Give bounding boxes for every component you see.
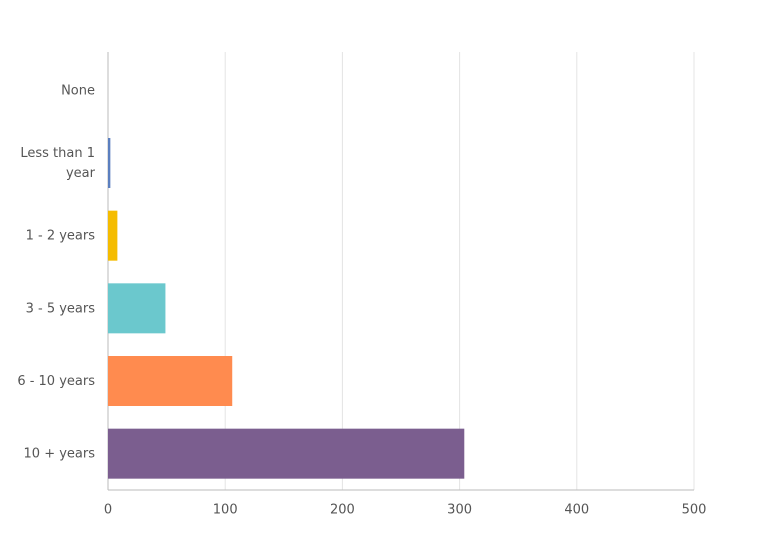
y-tick-label: 1 - 2 years — [26, 228, 96, 243]
label-line: 1 - 2 years — [26, 228, 96, 243]
label-line: 6 - 10 years — [17, 374, 95, 389]
x-tick-label: 400 — [564, 503, 589, 518]
bar — [108, 138, 111, 188]
bar — [108, 283, 166, 334]
label-line: 10 + years — [24, 446, 96, 461]
y-tick-label: 10 + years — [24, 446, 96, 461]
x-tick-label: 300 — [447, 503, 472, 518]
y-tick-label: None — [61, 83, 95, 98]
y-tick-label: Less than 1 year — [20, 146, 95, 181]
y-tick-label: 6 - 10 years — [17, 374, 95, 389]
bar — [108, 356, 233, 406]
x-tick-label: 0 — [104, 503, 112, 518]
x-tick-label: 200 — [330, 503, 355, 518]
bar — [108, 428, 465, 479]
label-line: None — [61, 83, 95, 98]
label-line: Less than 1 — [20, 146, 95, 161]
x-tick-label: 500 — [682, 503, 707, 518]
label-line: year — [66, 166, 96, 181]
bar — [108, 210, 118, 261]
label-line: 3 - 5 years — [26, 301, 96, 316]
x-tick-label: 100 — [213, 503, 238, 518]
y-tick-label: 3 - 5 years — [26, 301, 96, 316]
